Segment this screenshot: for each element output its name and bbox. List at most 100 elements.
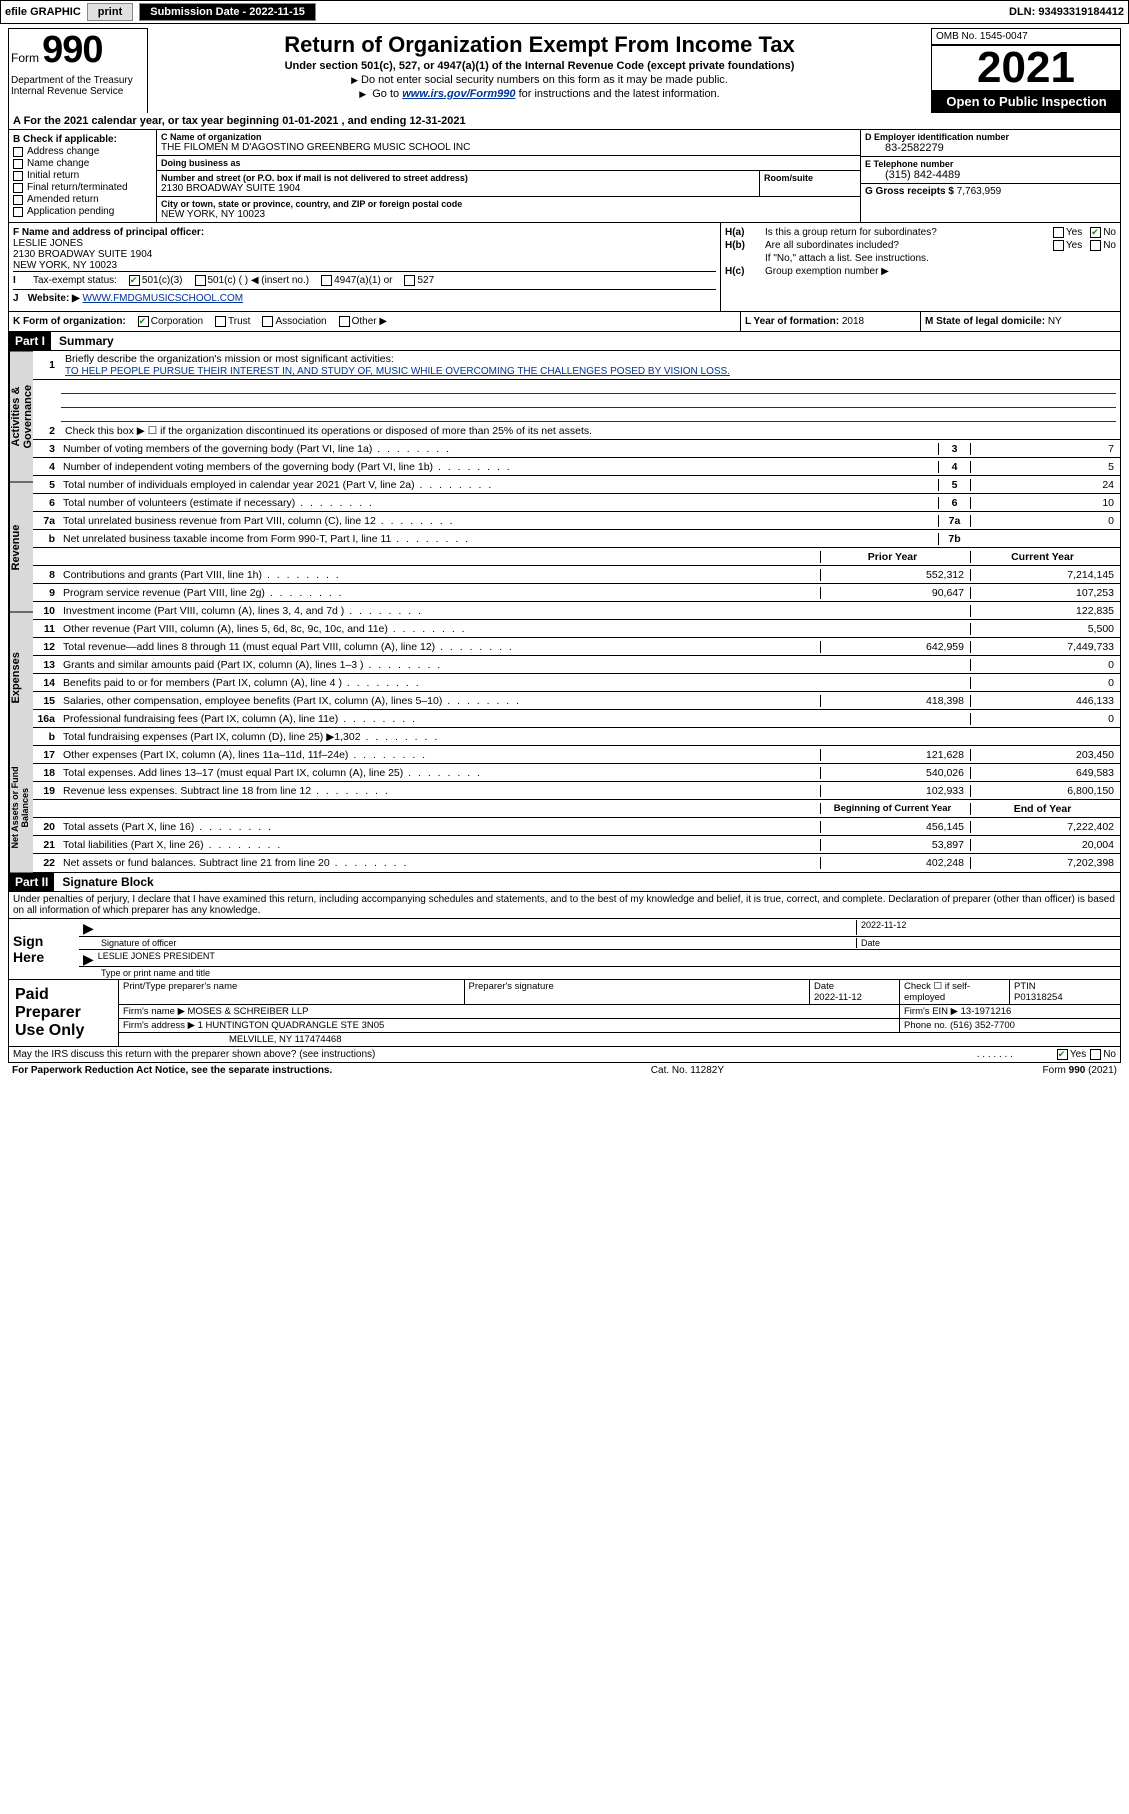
form-note-link: Go to www.irs.gov/Form990 for instructio… (160, 88, 919, 100)
part-ii-header: Part II (9, 873, 54, 891)
cb-other[interactable]: Other ▶ (339, 316, 387, 327)
header-right: OMB No. 1545-0047 2021 Open to Public In… (931, 28, 1121, 113)
sign-here-label: Sign Here (9, 919, 79, 979)
cb-527[interactable]: 527 (404, 275, 434, 286)
form-subtitle: Under section 501(c), 527, or 4947(a)(1)… (160, 60, 919, 72)
phone-lbl: Phone no. (904, 1020, 947, 1031)
sig-name-title-label: Type or print name and title (101, 968, 1116, 978)
table-row: 15Salaries, other compensation, employee… (33, 692, 1120, 710)
part-ii-title: Signature Block (54, 875, 153, 889)
prep-name-hdr: Print/Type preparer's name (119, 980, 465, 1004)
sig-arrow-icon: ▶ (83, 920, 98, 935)
cb-amended-return[interactable]: Amended return (13, 194, 152, 205)
cb-final-return[interactable]: Final return/terminated (13, 182, 152, 193)
k-label: K Form of organization: (13, 316, 126, 327)
hb-question: Are all subordinates included? (765, 240, 1045, 251)
table-row: Prior YearCurrent Year (33, 548, 1120, 566)
gross-label: G Gross receipts $ (865, 186, 954, 197)
sig-officer-label: Signature of officer (101, 938, 856, 948)
footer-left: For Paperwork Reduction Act Notice, see … (12, 1065, 332, 1076)
side-gov: Activities & Governance (9, 351, 33, 482)
print-button[interactable]: print (87, 3, 133, 21)
table-row: 10Investment income (Part VIII, column (… (33, 602, 1120, 620)
ha-no[interactable]: No (1090, 227, 1116, 238)
city-value: NEW YORK, NY 10023 (161, 209, 856, 220)
room-label: Room/suite (764, 173, 856, 183)
hb-yes[interactable]: Yes (1053, 240, 1082, 251)
cb-name-change[interactable]: Name change (13, 158, 152, 169)
cb-501c[interactable]: 501(c) ( ) ◀ (insert no.) (195, 275, 310, 286)
header-center: Return of Organization Exempt From Incom… (156, 28, 923, 113)
org-name-label: C Name of organization (161, 132, 856, 142)
table-row: bNet unrelated business taxable income f… (33, 530, 1120, 548)
preparer-left-label: Paid Preparer Use Only (9, 980, 119, 1046)
hb-note: If "No," attach a list. See instructions… (765, 253, 1116, 264)
officer-addr2: NEW YORK, NY 10023 (13, 260, 716, 271)
table-row: 8Contributions and grants (Part VIII, li… (33, 566, 1120, 584)
org-name: THE FILOMEN M D'AGOSTINO GREENBERG MUSIC… (161, 142, 856, 153)
table-row: 4Number of independent voting members of… (33, 458, 1120, 476)
sig-name-title: LESLIE JONES PRESIDENT (98, 951, 1116, 965)
prep-date-val: 2022-11-12 (814, 992, 862, 1003)
dln-label: DLN: 93493319184412 (1009, 6, 1124, 18)
website-link[interactable]: WWW.FMDGMUSICSCHOOL.COM (83, 293, 244, 304)
table-row: 1Briefly describe the organization's mis… (33, 351, 1120, 380)
side-labels: Activities & Governance Revenue Expenses… (9, 351, 33, 872)
cb-4947[interactable]: 4947(a)(1) or (321, 275, 392, 286)
sig-intro: Under penalties of perjury, I declare th… (9, 892, 1120, 918)
street-label: Number and street (or P.O. box if mail i… (161, 173, 755, 183)
irs-discuss-q: May the IRS discuss this return with the… (13, 1049, 937, 1060)
block-bcd: B Check if applicable: Address change Na… (8, 130, 1121, 223)
irs-link[interactable]: www.irs.gov/Form990 (402, 88, 515, 100)
table-row: 14Benefits paid to or for members (Part … (33, 674, 1120, 692)
form-header: Form 990 Department of the Treasury Inte… (8, 28, 1121, 113)
cb-501c3[interactable]: 501(c)(3) (129, 275, 183, 286)
signature-block: Under penalties of perjury, I declare th… (8, 892, 1121, 980)
page-footer: For Paperwork Reduction Act Notice, see … (8, 1063, 1121, 1078)
m-value: NY (1048, 316, 1062, 327)
preparer-block: Paid Preparer Use Only Print/Type prepar… (8, 980, 1121, 1047)
form-number-block: Form 990 Department of the Treasury Inte… (8, 28, 148, 113)
ha-question: Is this a group return for subordinates? (765, 227, 1045, 238)
prep-date-hdr: Date (814, 981, 834, 992)
table-row: Beginning of Current YearEnd of Year (33, 800, 1120, 818)
m-label: M State of legal domicile: (925, 316, 1045, 327)
ptin-hdr: PTIN (1014, 981, 1036, 992)
table-row: 13Grants and similar amounts paid (Part … (33, 656, 1120, 674)
submission-date-label: Submission Date - 2022-11-15 (139, 3, 316, 21)
link-pre: Go to (372, 88, 402, 100)
discuss-yes[interactable]: Yes (1057, 1049, 1086, 1060)
section-c: C Name of organization THE FILOMEN M D'A… (157, 130, 860, 222)
firm-addr2: MELVILLE, NY 117474468 (119, 1033, 1120, 1046)
hc-label: Group exemption number ▶ (765, 266, 1116, 277)
cb-association[interactable]: Association (262, 316, 326, 327)
l-value: 2018 (842, 316, 864, 327)
ha-yes[interactable]: Yes (1053, 227, 1082, 238)
city-label: City or town, state or province, country… (161, 199, 856, 209)
mission-line (61, 380, 1116, 394)
table-row: 22Net assets or fund balances. Subtract … (33, 854, 1120, 872)
cb-corporation[interactable]: Corporation (138, 316, 203, 327)
row-klm: K Form of organization: Corporation Trus… (8, 312, 1121, 332)
dba-label: Doing business as (161, 158, 856, 168)
discuss-no[interactable]: No (1090, 1049, 1116, 1060)
cb-trust[interactable]: Trust (215, 316, 250, 327)
tel-label: E Telephone number (865, 159, 1116, 169)
table-row: 16aProfessional fundraising fees (Part I… (33, 710, 1120, 728)
cb-initial-return[interactable]: Initial return (13, 170, 152, 181)
summary-table: Activities & Governance Revenue Expenses… (8, 351, 1121, 873)
section-d: D Employer identification number 83-2582… (860, 130, 1120, 222)
cb-application-pending[interactable]: Application pending (13, 206, 152, 217)
section-f: F Name and address of principal officer:… (9, 223, 720, 311)
prep-selfemp: Check ☐ if self-employed (900, 980, 1010, 1004)
table-row: 11Other revenue (Part VIII, column (A), … (33, 620, 1120, 638)
section-b-label: B Check if applicable: (13, 134, 152, 145)
hb-no[interactable]: No (1090, 240, 1116, 251)
tel-value: (315) 842-4489 (865, 169, 1116, 181)
section-h: H(a) Is this a group return for subordin… (720, 223, 1120, 311)
part-i-title: Summary (51, 334, 114, 348)
cb-address-change[interactable]: Address change (13, 146, 152, 157)
table-row: 17Other expenses (Part IX, column (A), l… (33, 746, 1120, 764)
street-value: 2130 BROADWAY SUITE 1904 (161, 183, 755, 194)
table-row: 5Total number of individuals employed in… (33, 476, 1120, 494)
